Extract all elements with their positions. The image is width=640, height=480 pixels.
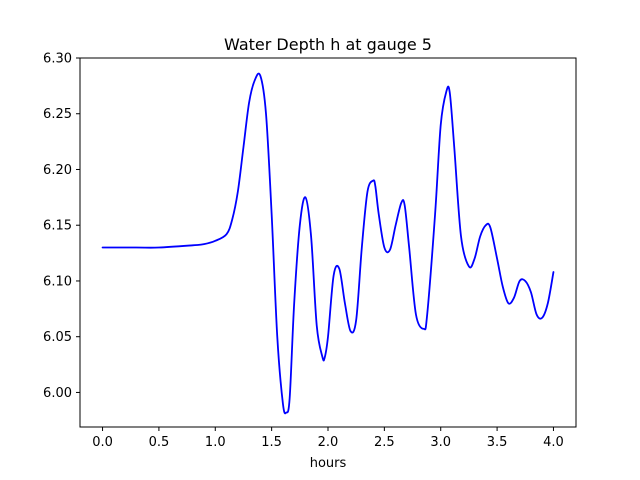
y-axis: 6.00 6.05 6.10 6.15 6.20 6.25 6.30 — [43, 52, 80, 401]
x-tick-label: 3.5 — [487, 435, 508, 450]
x-tick-label: 2.0 — [318, 435, 339, 450]
x-tick-label: 1.0 — [205, 435, 226, 450]
y-tick-label: 6.15 — [43, 219, 72, 234]
x-tick-label: 4.0 — [543, 435, 564, 450]
y-tick-label: 6.10 — [43, 274, 72, 289]
y-tick-label: 6.00 — [43, 386, 72, 401]
plot-area — [101, 72, 555, 415]
chart-title: Water Depth h at gauge 5 — [224, 35, 432, 54]
x-tick-label: 2.5 — [374, 435, 395, 450]
y-tick-label: 6.20 — [43, 163, 72, 178]
y-tick-label: 6.25 — [43, 107, 72, 122]
x-axis: 0.0 0.5 1.0 1.5 2.0 2.5 3.0 3.5 4.0 — [92, 427, 564, 450]
y-tick-label: 6.30 — [43, 52, 72, 67]
x-tick-label: 0.0 — [92, 435, 113, 450]
plot-frame — [79, 57, 577, 428]
x-tick-label: 0.5 — [149, 435, 170, 450]
y-tick-label: 6.05 — [43, 330, 72, 345]
x-tick-label: 3.0 — [430, 435, 451, 450]
series-line — [101, 72, 555, 415]
x-tick-label: 1.5 — [261, 435, 282, 450]
x-axis-label: hours — [310, 456, 347, 471]
